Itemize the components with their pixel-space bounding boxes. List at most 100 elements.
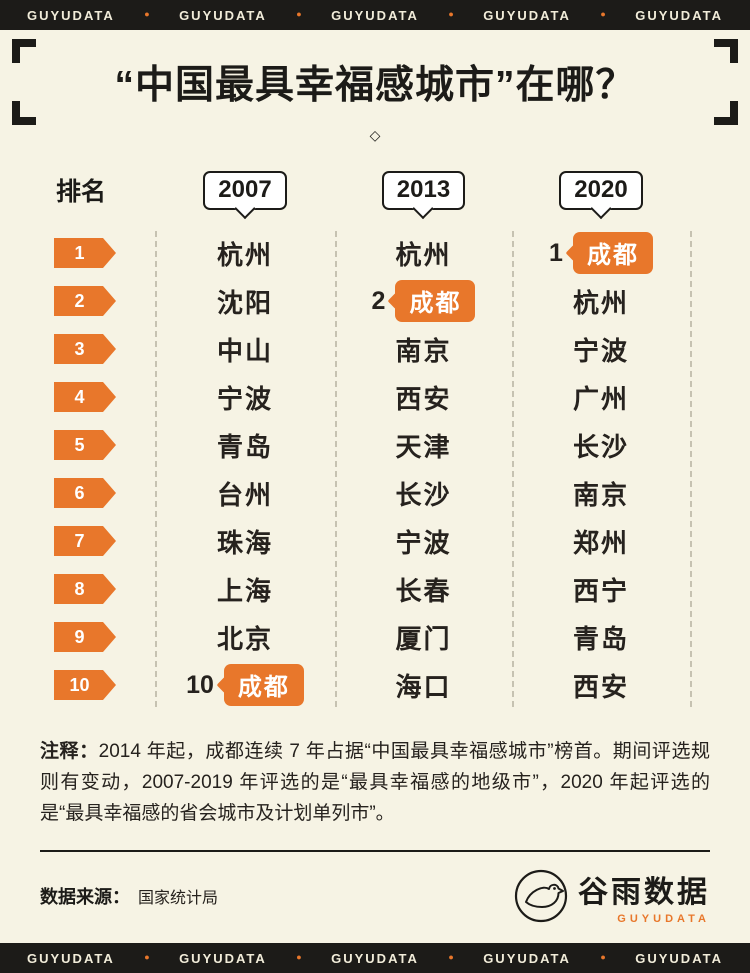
table-header-row: 排名 2007 2013 2020 (40, 151, 710, 229)
city-name: 厦门 (395, 623, 452, 654)
city-name: 宁波 (572, 335, 629, 366)
rank-cell: 7 (40, 526, 155, 556)
banner-dot-icon: ● (144, 9, 150, 19)
guyudata-logo: 谷雨数据 GUYUDATA (514, 867, 710, 925)
page-title: “中国最具幸福感城市”在哪？ (114, 64, 636, 107)
city-name: 天津 (395, 431, 452, 462)
highlight-rank-number: 2 (371, 286, 386, 315)
city-name: 沈阳 (216, 287, 273, 318)
footer-divider-line (40, 849, 710, 852)
city-cell: 珠海 (155, 523, 335, 560)
city-cell: 中山 (155, 331, 335, 368)
city-cell: 杭州 (512, 283, 690, 320)
city-name: 青岛 (572, 623, 629, 654)
table-body: 1 杭州 杭州 1 成都 2 沈阳 2 成都 杭州 3 中山 南京 宁波 4 宁波 西安 广州 5 青岛 天津 长沙 6 台州… (40, 229, 710, 709)
rank-cell: 2 (40, 286, 155, 316)
rank-cell: 9 (40, 622, 155, 652)
column-divider (155, 231, 157, 707)
year-header-cell: 2007 (155, 170, 335, 210)
year-tag-2020: 2020 (559, 170, 643, 210)
city-name: 海口 (395, 671, 452, 702)
city-cell: 杭州 (155, 235, 335, 272)
rank-badge: 3 (54, 334, 116, 364)
logo-text: 谷雨数据 GUYUDATA (578, 867, 710, 925)
rank-badge: 9 (54, 622, 116, 652)
highlight-rank-number: 1 (549, 238, 563, 267)
rank-cell: 1 (40, 238, 155, 268)
rank-badge: 7 (54, 526, 116, 556)
city-cell: 长春 (335, 571, 512, 608)
rank-badge: 1 (54, 238, 116, 268)
city-cell: 西宁 (512, 571, 690, 608)
city-name: 上海 (216, 575, 273, 606)
top-banner: GUYUDATA ● GUYUDATA ● GUYUDATA ● GUYUDATA ● GUYU… (0, 0, 750, 30)
city-cell: 南京 (335, 331, 512, 368)
logo-subtext: GUYUDATA (617, 912, 710, 925)
city-name: 长春 (395, 575, 452, 606)
city-cell: 海口 (335, 667, 512, 704)
rank-badge: 10 (54, 670, 116, 700)
city-name: 广州 (572, 383, 629, 414)
city-name: 南京 (572, 479, 629, 510)
city-cell: 台州 (155, 475, 335, 512)
diamond-divider-icon: ◇ (369, 126, 381, 143)
logo-name: 谷雨数据 (578, 874, 710, 910)
banner-brand-text: GUYUDATA (483, 7, 571, 23)
rank-cell: 5 (40, 430, 155, 460)
column-divider (690, 231, 692, 707)
city-name: 长沙 (572, 431, 629, 462)
banner-brand-text: GUYUDATA (331, 7, 419, 23)
banner-brand-text: GUYUDATA (635, 7, 723, 23)
rank-badge: 6 (54, 478, 116, 508)
city-cell: 青岛 (512, 619, 690, 656)
city-cell: 宁波 (155, 379, 335, 416)
year-header-cell: 2013 (335, 170, 512, 210)
city-name: 杭州 (216, 239, 273, 270)
rank-cell: 6 (40, 478, 155, 508)
year-tag-2013: 2013 (381, 170, 466, 210)
city-cell: 杭州 (335, 235, 512, 272)
city-cell: 广州 (512, 379, 690, 416)
rank-column-header: 排名 (56, 178, 107, 206)
banner-dot-icon: ● (448, 9, 454, 19)
city-name: 青岛 (216, 431, 273, 462)
city-cell: 上海 (155, 571, 335, 608)
banner-dot-icon: ● (600, 952, 606, 962)
corner-bracket-top-right-icon (714, 39, 738, 63)
rank-badge: 5 (54, 430, 116, 460)
city-cell: 沈阳 (155, 283, 335, 320)
city-name: 珠海 (216, 527, 273, 558)
source-value: 国家统计局 (138, 889, 219, 907)
city-name: 郑州 (572, 527, 629, 558)
banner-brand-text: GUYUDATA (179, 7, 267, 23)
bottom-banner: GUYUDATA ● GUYUDATA ● GUYUDATA ● GUYUDATA ● GUYU… (0, 943, 750, 973)
city-name: 西宁 (572, 575, 629, 606)
city-name: 杭州 (572, 287, 629, 318)
city-cell: 厦门 (335, 619, 512, 656)
rank-badge: 8 (54, 574, 116, 604)
city-name: 北京 (216, 623, 273, 654)
highlighted-city-cell: 2 成都 (335, 280, 512, 322)
city-name: 宁波 (216, 383, 273, 414)
banner-brand-text: GUYUDATA (27, 7, 115, 23)
banner-brand-text: GUYUDATA (635, 950, 723, 966)
footer: 数据来源： 国家统计局 谷雨数据 GUYUDATA (40, 852, 710, 940)
rank-badge: 2 (54, 286, 116, 316)
highlight-city-tag: 成都 (223, 664, 304, 706)
city-cell: 西安 (512, 667, 690, 704)
year-tag-2007: 2007 (203, 170, 287, 210)
corner-bracket-top-left-icon (12, 39, 36, 63)
note-text: 2014 年起，成都连续 7 年占据“中国最具幸福感城市”榜首。期间评选规则有变… (40, 741, 710, 824)
city-name: 南京 (395, 335, 452, 366)
city-name: 西安 (572, 671, 629, 702)
city-name: 西安 (395, 383, 452, 414)
rank-cell: 10 (40, 670, 155, 700)
rank-cell: 8 (40, 574, 155, 604)
city-cell: 宁波 (512, 331, 690, 368)
rank-cell: 4 (40, 382, 155, 412)
city-cell: 南京 (512, 475, 690, 512)
banner-dot-icon: ● (296, 9, 302, 19)
title-section: “中国最具幸福感城市”在哪？ (12, 39, 738, 125)
city-name: 台州 (216, 479, 273, 510)
year-header-cell: 2020 (512, 170, 690, 210)
